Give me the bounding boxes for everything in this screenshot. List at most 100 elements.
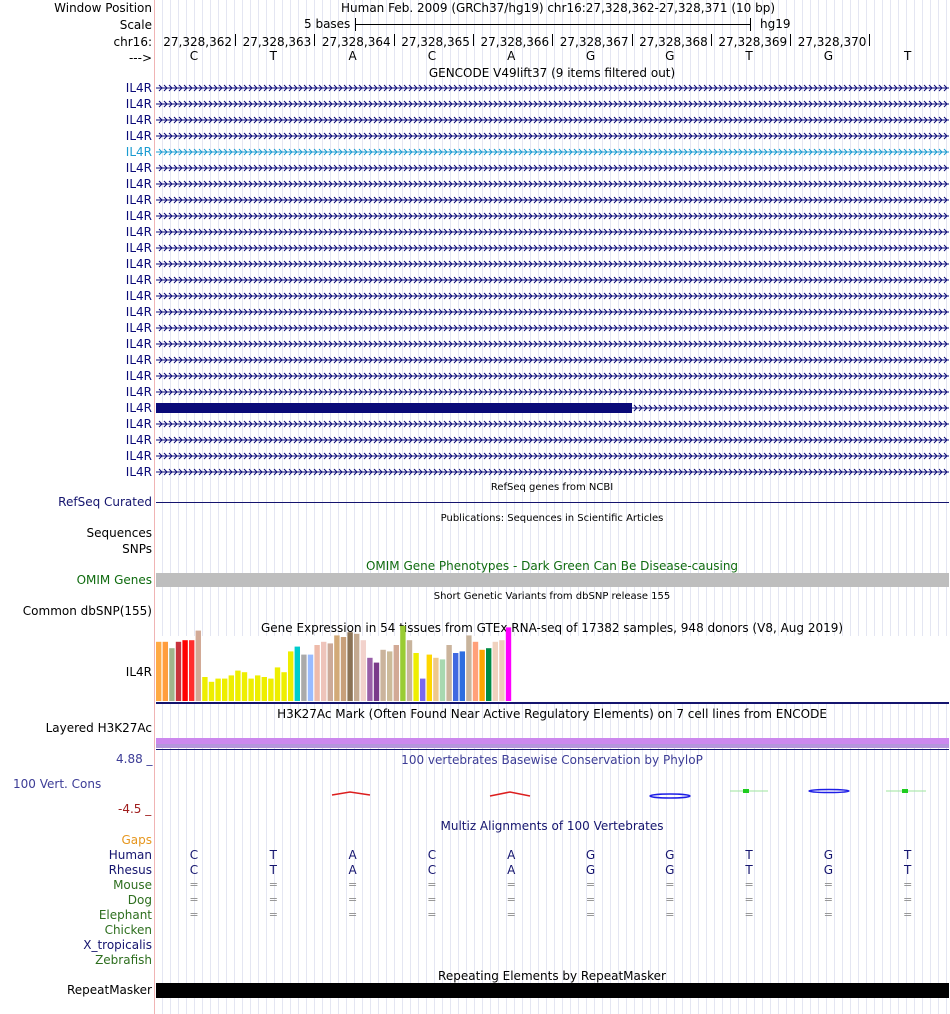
repeatmasker-track-label[interactable]: RepeatMasker — [66, 983, 152, 997]
gtex-tissue-bar[interactable] — [393, 645, 399, 701]
multiz-species-label[interactable]: Chicken — [104, 923, 152, 937]
gtex-tissue-bar[interactable] — [334, 635, 340, 701]
gencode-row-label[interactable]: IL4R — [125, 449, 152, 463]
gtex-tissue-bar[interactable] — [347, 632, 353, 701]
h3k27ac-signal-top[interactable] — [156, 738, 949, 744]
gencode-transcript[interactable] — [156, 212, 949, 220]
refseq-track-label[interactable]: RefSeq Curated — [58, 495, 152, 509]
publications-sequences-label[interactable]: Sequences — [86, 526, 152, 540]
omim-gene-bar[interactable] — [156, 573, 949, 587]
multiz-species-label[interactable]: Human — [108, 848, 152, 862]
gtex-tissue-bar[interactable] — [466, 635, 472, 701]
gencode-transcript[interactable] — [156, 276, 949, 284]
gtex-tissue-bar[interactable] — [169, 648, 175, 701]
gtex-tissue-bar[interactable] — [268, 678, 274, 701]
publications-track-title[interactable]: Publications: Sequences in Scientific Ar… — [440, 513, 664, 524]
gencode-transcript[interactable] — [156, 452, 949, 460]
gtex-tissue-bar[interactable] — [228, 675, 234, 701]
gtex-tissue-bar[interactable] — [433, 657, 439, 701]
gtex-tissue-bar[interactable] — [182, 640, 188, 701]
gencode-transcript[interactable] — [156, 116, 949, 124]
phylop-track-label[interactable]: 100 Vert. Cons — [13, 777, 102, 791]
multiz-track-title[interactable]: Multiz Alignments of 100 Vertebrates — [440, 819, 664, 833]
repeatmasker-track-title[interactable]: Repeating Elements by RepeatMasker — [438, 969, 666, 983]
gencode-exon[interactable] — [156, 403, 632, 413]
dbsnp-track-title[interactable]: Short Genetic Variants from dbSNP releas… — [433, 591, 671, 602]
gencode-transcript[interactable] — [156, 388, 949, 396]
gencode-transcript[interactable] — [156, 372, 949, 380]
multiz-gaps-label[interactable]: Gaps — [121, 833, 152, 847]
gtex-tissue-bar[interactable] — [274, 667, 281, 701]
gtex-tissue-bar[interactable] — [354, 633, 360, 701]
gtex-tissue-bar[interactable] — [156, 641, 162, 701]
gtex-tissue-bar[interactable] — [472, 641, 479, 701]
gencode-row-label[interactable]: IL4R — [125, 273, 152, 287]
gencode-transcript[interactable] — [156, 403, 949, 413]
gencode-row-label[interactable]: IL4R — [125, 97, 152, 111]
gtex-tissue-bar[interactable] — [162, 641, 168, 701]
gencode-transcript[interactable] — [156, 228, 949, 236]
gencode-row-label[interactable]: IL4R — [125, 337, 152, 351]
gtex-tissue-bar[interactable] — [406, 640, 413, 701]
gencode-row-label[interactable]: IL4R — [125, 289, 152, 303]
refseq-track-title[interactable]: RefSeq genes from NCBI — [490, 482, 614, 493]
gtex-tissue-bar[interactable] — [175, 641, 182, 701]
h3k27ac-track-title[interactable]: H3K27Ac Mark (Often Found Near Active Re… — [277, 707, 827, 721]
gtex-tissue-bar[interactable] — [367, 657, 373, 701]
gencode-transcript[interactable] — [156, 292, 949, 300]
gencode-row-label[interactable]: IL4R — [125, 241, 152, 255]
gencode-row-label[interactable]: IL4R — [125, 145, 152, 159]
gencode-row-label[interactable]: IL4R — [125, 433, 152, 447]
gencode-row-label[interactable]: IL4R — [125, 401, 152, 415]
gtex-tissue-bar[interactable] — [453, 653, 459, 701]
gtex-tissue-bar[interactable] — [387, 651, 393, 701]
multiz-species-label[interactable]: Elephant — [98, 908, 152, 922]
gtex-tissue-bar[interactable] — [222, 678, 228, 701]
gtex-tissue-bar[interactable] — [301, 654, 307, 701]
gtex-tissue-bar[interactable] — [314, 645, 320, 701]
multiz-species-label[interactable]: Rhesus — [108, 863, 152, 877]
gtex-tissue-bar[interactable] — [446, 645, 452, 701]
gencode-row-label[interactable]: IL4R — [125, 129, 152, 143]
repeatmasker-element[interactable] — [156, 983, 949, 998]
gencode-row-label[interactable]: IL4R — [125, 353, 152, 367]
gtex-tissue-bar[interactable] — [255, 675, 261, 701]
gencode-transcript[interactable] — [156, 148, 949, 156]
gtex-tissue-bar[interactable] — [195, 630, 201, 701]
gencode-row-label[interactable]: IL4R — [125, 369, 152, 383]
gtex-tissue-bar[interactable] — [235, 670, 241, 701]
gtex-tissue-bar[interactable] — [420, 678, 426, 701]
gencode-transcript[interactable] — [156, 324, 949, 332]
gtex-tissue-bar[interactable] — [294, 646, 300, 701]
gencode-row-label[interactable]: IL4R — [125, 465, 152, 479]
gtex-tissue-bar[interactable] — [426, 654, 432, 701]
gtex-tissue-bar[interactable] — [400, 625, 406, 701]
gencode-transcript[interactable] — [156, 196, 949, 204]
gencode-row-label[interactable]: IL4R — [125, 209, 152, 223]
gencode-transcript[interactable] — [156, 100, 949, 108]
gencode-transcript[interactable] — [156, 420, 949, 428]
gencode-row-label[interactable]: IL4R — [125, 417, 152, 431]
gtex-track-title[interactable]: Gene Expression in 54 tissues from GTEx … — [260, 621, 844, 635]
gencode-transcript[interactable] — [156, 164, 949, 172]
gtex-tissue-bar[interactable] — [499, 640, 505, 701]
gtex-gene-label[interactable]: IL4R — [125, 665, 152, 679]
gencode-transcript[interactable] — [156, 132, 949, 140]
gtex-tissue-bar[interactable] — [340, 637, 347, 701]
gtex-tissue-bar[interactable] — [413, 653, 419, 701]
gencode-row-label[interactable]: IL4R — [125, 257, 152, 271]
gencode-transcript[interactable] — [156, 180, 949, 188]
gtex-tissue-bar[interactable] — [327, 643, 333, 701]
gtex-tissue-bar[interactable] — [208, 681, 215, 701]
gtex-tissue-bar[interactable] — [459, 651, 465, 701]
gtex-tissue-bar[interactable] — [202, 677, 208, 701]
gencode-transcript[interactable] — [156, 84, 949, 92]
gtex-tissue-bar[interactable] — [215, 678, 221, 701]
gtex-tissue-bar[interactable] — [492, 641, 498, 701]
multiz-species-label[interactable]: Zebrafish — [95, 953, 152, 967]
publications-snps-label[interactable]: SNPs — [122, 542, 152, 556]
gtex-tissue-bar[interactable] — [248, 678, 254, 701]
gencode-transcript[interactable] — [156, 356, 949, 364]
gencode-transcript[interactable] — [156, 308, 949, 316]
